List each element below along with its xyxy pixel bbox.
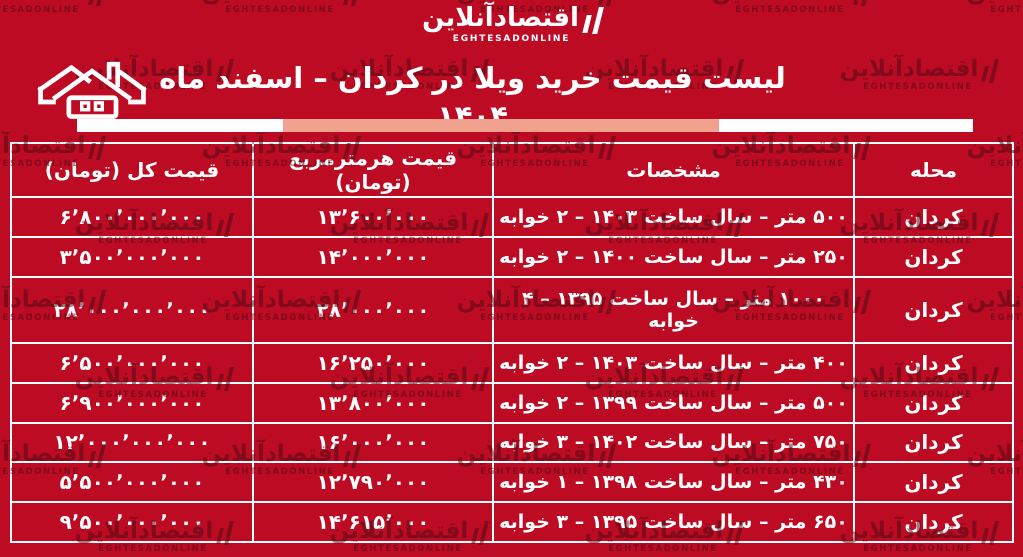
cell-neighborhood: کردان xyxy=(853,421,1014,464)
table-row: کردان ۲۵۰ متر – سال ساخت ۱۴۰۰ – ۲ خوابه … xyxy=(10,235,1014,278)
logo-persian-text: اقتصادآنلاین xyxy=(422,3,579,33)
cell-neighborhood: کردان xyxy=(853,275,1014,344)
cell-neighborhood: کردان xyxy=(853,341,1014,384)
cell-total-price: ۳٬۵۰۰٬۰۰۰٬۰۰۰ xyxy=(10,235,254,278)
table-row: کردان ۴۰۰ متر – سال ساخت ۱۴۰۳ – ۲ خوابه … xyxy=(10,341,1014,384)
cell-specs: ۵۰۰ متر – سال ساخت ۱۳۹۹ – ۲ خوابه xyxy=(492,381,855,424)
cell-neighborhood: کردان xyxy=(853,461,1014,504)
divider-segment-salmon xyxy=(283,119,719,132)
cell-price-per-m2: ۱۶٬۲۵۰٬۰۰۰ xyxy=(252,341,494,384)
table-row: کردان ۴۳۰ متر – سال ساخت ۱۳۹۸ – ۱ خوابه … xyxy=(10,461,1014,504)
cell-total-price: ۶٬۸۰۰٬۰۰۰٬۰۰۰ xyxy=(10,196,254,238)
cell-specs: ۲۵۰ متر – سال ساخت ۱۴۰۰ – ۲ خوابه xyxy=(492,235,855,278)
cell-neighborhood: کردان xyxy=(853,235,1014,278)
cell-total-price: ۶٬۹۰۰٬۰۰۰٬۰۰۰ xyxy=(10,381,254,424)
logo-bar-icon xyxy=(582,15,593,33)
cell-price-per-m2: ۱۴٬۰۰۰٬۰۰۰ xyxy=(252,235,494,278)
cell-price-per-m2: ۱۳٬۸۰۰٬۰۰۰ xyxy=(252,381,494,424)
eghtesadonline-logo: اقتصادآنلاین EGHTESADONLINE xyxy=(422,3,605,45)
table-row: کردان ۷۵۰ متر – سال ساخت ۱۴۰۲ – ۳ خوابه … xyxy=(10,421,1014,464)
cell-specs: ۶۵۰ متر – سال ساخت ۱۳۹۵ – ۳ خوابه xyxy=(492,501,855,543)
cell-neighborhood: کردان xyxy=(853,196,1014,238)
column-header-specs: مشخصات xyxy=(492,142,855,198)
cell-price-per-m2: ۲۸٬۰۰۰٬۰۰۰ xyxy=(252,275,494,344)
villa-house-icon xyxy=(37,61,147,119)
cell-total-price: ۶٬۵۰۰٬۰۰۰٬۰۰۰ xyxy=(10,341,254,384)
divider-segment-white xyxy=(77,119,283,132)
cell-specs: ۱۰۰۰ متر – سال ساخت ۱۳۹۵ – ۴ خوابه xyxy=(492,275,855,344)
cell-specs: ۴۰۰ متر – سال ساخت ۱۴۰۳ – ۲ خوابه xyxy=(492,341,855,384)
price-table: محله مشخصات قیمت هرمترمربع (تومان) قیمت … xyxy=(10,142,1014,543)
cell-total-price: ۵٬۵۰۰٬۰۰۰٬۰۰۰ xyxy=(10,461,254,504)
cell-total-price: ۲۸٬۰۰۰٬۰۰۰٬۰۰۰ xyxy=(10,275,254,344)
column-header-neighborhood: محله xyxy=(853,142,1014,198)
cell-price-per-m2: ۱۶٬۰۰۰٬۰۰۰ xyxy=(252,421,494,464)
divider-segment-white xyxy=(719,119,973,132)
table-row: کردان ۵۰۰ متر – سال ساخت ۱۳۹۹ – ۲ خوابه … xyxy=(10,381,1014,424)
table-row: کردان ۵۰۰ متر – سال ساخت ۱۴۰۳ – ۲ خوابه … xyxy=(10,196,1014,238)
cell-neighborhood: کردان xyxy=(853,381,1014,424)
logo-latin-text: EGHTESADONLINE xyxy=(452,34,571,44)
table-row: کردان ۶۵۰ متر – سال ساخت ۱۳۹۵ – ۳ خوابه … xyxy=(10,501,1014,543)
cell-price-per-m2: ۱۲٬۷۹۰٬۰۰۰ xyxy=(252,461,494,504)
cell-specs: ۵۰۰ متر – سال ساخت ۱۴۰۳ – ۲ خوابه xyxy=(492,196,855,238)
divider-bar xyxy=(77,119,973,132)
column-header-price-per-m2: قیمت هرمترمربع (تومان) xyxy=(252,142,494,198)
cell-specs: ۷۵۰ متر – سال ساخت ۱۴۰۲ – ۳ خوابه xyxy=(492,421,855,464)
column-header-total-price: قیمت کل (تومان) xyxy=(10,142,254,198)
table-header-row: محله مشخصات قیمت هرمترمربع (تومان) قیمت … xyxy=(10,142,1014,198)
cell-neighborhood: کردان xyxy=(853,501,1014,543)
cell-price-per-m2: ۱۴٬۶۱۵٬۰۰۰ xyxy=(252,501,494,543)
table-row: کردان ۱۰۰۰ متر – سال ساخت ۱۳۹۵ – ۴ خوابه… xyxy=(10,275,1014,344)
cell-total-price: ۱۲٬۰۰۰٬۰۰۰٬۰۰۰ xyxy=(10,421,254,464)
logo-bar-icon xyxy=(592,7,605,34)
cell-total-price: ۹٬۵۰۰٬۰۰۰٬۰۰۰ xyxy=(10,501,254,543)
cell-specs: ۴۳۰ متر – سال ساخت ۱۳۹۸ – ۱ خوابه xyxy=(492,461,855,504)
cell-price-per-m2: ۱۳٬۶۰۰٬۰۰۰ xyxy=(252,196,494,238)
